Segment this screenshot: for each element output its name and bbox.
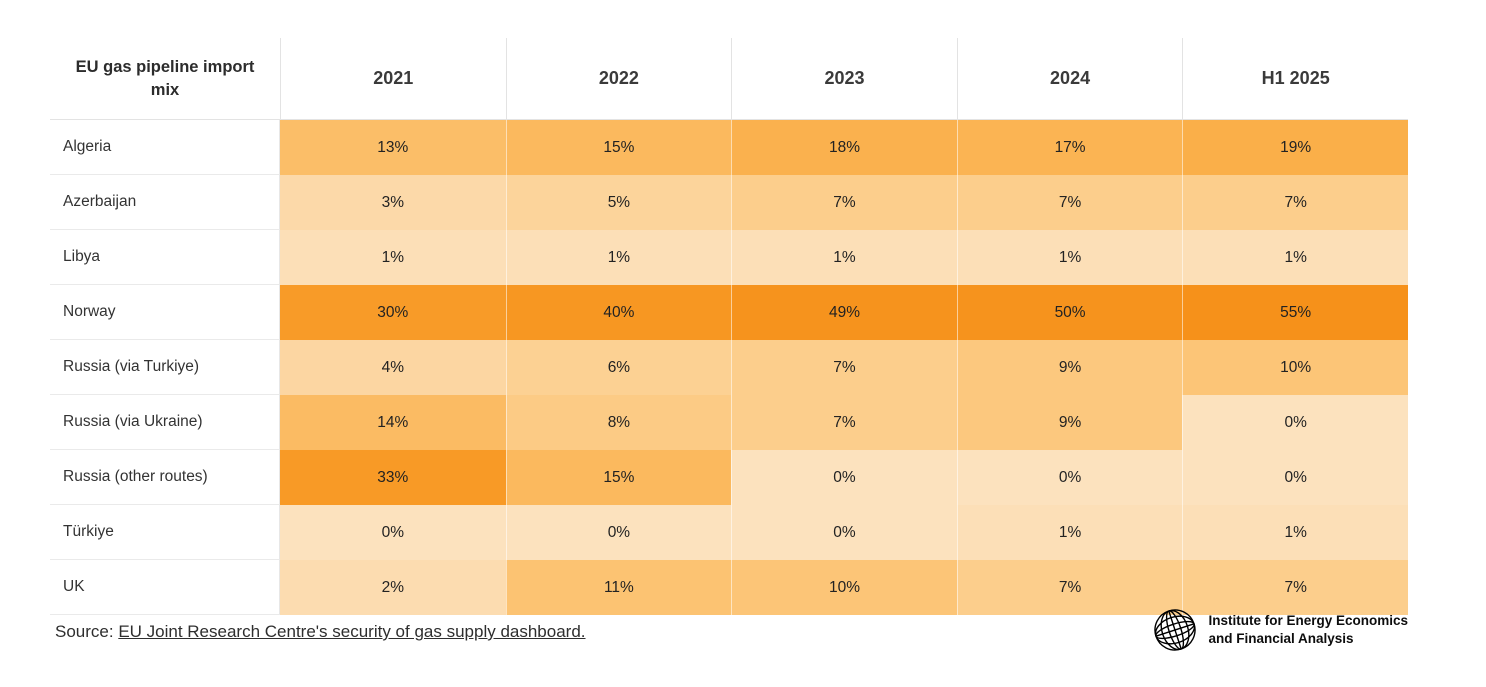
import-mix-table-wrap: EU gas pipeline import mix 2021 2022 2023 20… bbox=[50, 38, 1408, 615]
globe-icon bbox=[1154, 609, 1197, 651]
table-row: Libya 1% 1% 1% 1% 1% bbox=[50, 230, 1408, 285]
source-link[interactable]: EU Joint Research Centre's security of g… bbox=[118, 622, 586, 641]
heatmap-cell: 11% bbox=[505, 560, 732, 615]
column-header-2024: 2024 bbox=[956, 38, 1183, 120]
import-mix-table: EU gas pipeline import mix 2021 2022 2023 20… bbox=[50, 38, 1408, 615]
heatmap-cell: 9% bbox=[956, 340, 1183, 395]
heatmap-cell: 14% bbox=[280, 395, 506, 450]
table-row: Russia (via Ukraine) 14% 8% 7% 9% 0% bbox=[50, 395, 1408, 450]
heatmap-cell: 10% bbox=[731, 560, 957, 615]
logo-text-line2: and Financial Analysis bbox=[1208, 631, 1354, 646]
heatmap-cell: 1% bbox=[1182, 505, 1408, 560]
heatmap-cell: 0% bbox=[731, 450, 957, 505]
heatmap-cell: 1% bbox=[956, 230, 1183, 285]
heatmap-cell: 1% bbox=[280, 230, 506, 285]
heatmap-cell: 5% bbox=[505, 175, 732, 230]
table-row: Norway 30% 40% 49% 50% 55% bbox=[50, 285, 1408, 340]
heatmap-cell: 50% bbox=[956, 285, 1183, 340]
heatmap-cell: 9% bbox=[956, 395, 1183, 450]
heatmap-cell: 0% bbox=[731, 505, 957, 560]
heatmap-cell: 7% bbox=[956, 175, 1183, 230]
heatmap-cell: 18% bbox=[731, 120, 957, 175]
row-label: Russia (via Turkiye) bbox=[50, 340, 280, 395]
row-label: UK bbox=[50, 560, 280, 615]
column-header-2021: 2021 bbox=[280, 38, 506, 120]
row-label: Russia (via Ukraine) bbox=[50, 395, 280, 450]
heatmap-cell: 0% bbox=[280, 505, 506, 560]
table-row: Azerbaijan 3% 5% 7% 7% 7% bbox=[50, 175, 1408, 230]
heatmap-cell: 1% bbox=[505, 230, 732, 285]
heatmap-cell: 6% bbox=[505, 340, 732, 395]
heatmap-cell: 15% bbox=[505, 120, 732, 175]
logo-text: Institute for Energy Economics and Finan… bbox=[1208, 612, 1408, 647]
table-row: Russia (other routes) 33% 15% 0% 0% 0% bbox=[50, 450, 1408, 505]
heatmap-cell: 7% bbox=[731, 340, 957, 395]
table-row: Türkiye 0% 0% 0% 1% 1% bbox=[50, 505, 1408, 560]
heatmap-cell: 7% bbox=[731, 175, 957, 230]
table-row: UK 2% 11% 10% 7% 7% bbox=[50, 560, 1408, 615]
source-label: Source: bbox=[55, 622, 119, 641]
heatmap-cell: 3% bbox=[280, 175, 506, 230]
heatmap-cell: 8% bbox=[505, 395, 732, 450]
corner-cell: EU gas pipeline import mix bbox=[50, 38, 280, 120]
heatmap-cell: 55% bbox=[1182, 285, 1408, 340]
row-label: Libya bbox=[50, 230, 280, 285]
heatmap-cell: 0% bbox=[1182, 450, 1408, 505]
heatmap-cell: 10% bbox=[1182, 340, 1408, 395]
source-line: Source: EU Joint Research Centre's secur… bbox=[55, 622, 586, 642]
heatmap-cell: 13% bbox=[280, 120, 506, 175]
heatmap-cell: 0% bbox=[956, 450, 1183, 505]
column-header-2023: 2023 bbox=[731, 38, 957, 120]
table-row: Russia (via Turkiye) 4% 6% 7% 9% 10% bbox=[50, 340, 1408, 395]
heatmap-cell: 33% bbox=[280, 450, 506, 505]
row-label: Russia (other routes) bbox=[50, 450, 280, 505]
heatmap-cell: 19% bbox=[1182, 120, 1408, 175]
heatmap-cell: 0% bbox=[1182, 395, 1408, 450]
heatmap-cell: 17% bbox=[956, 120, 1183, 175]
heatmap-cell: 40% bbox=[505, 285, 732, 340]
heatmap-cell: 4% bbox=[280, 340, 506, 395]
table-row: Algeria 13% 15% 18% 17% 19% bbox=[50, 120, 1408, 175]
row-label: Azerbaijan bbox=[50, 175, 280, 230]
row-label: Algeria bbox=[50, 120, 280, 175]
column-header-2022: 2022 bbox=[505, 38, 732, 120]
row-label: Türkiye bbox=[50, 505, 280, 560]
row-label: Norway bbox=[50, 285, 280, 340]
heatmap-cell: 15% bbox=[505, 450, 732, 505]
heatmap-cell: 2% bbox=[280, 560, 506, 615]
heatmap-cell: 7% bbox=[731, 395, 957, 450]
heatmap-cell: 1% bbox=[956, 505, 1183, 560]
column-header-h1-2025: H1 2025 bbox=[1182, 38, 1408, 120]
logo-text-line1: Institute for Energy Economics bbox=[1208, 613, 1408, 629]
ieefa-logo: Institute for Energy Economics and Finan… bbox=[1151, 606, 1408, 654]
heatmap-cell: 7% bbox=[956, 560, 1183, 615]
heatmap-cell: 7% bbox=[1182, 175, 1408, 230]
heatmap-cell: 1% bbox=[1182, 230, 1408, 285]
heatmap-cell: 0% bbox=[505, 505, 732, 560]
heatmap-cell: 49% bbox=[731, 285, 957, 340]
heatmap-cell: 7% bbox=[1182, 560, 1408, 615]
heatmap-cell: 1% bbox=[731, 230, 957, 285]
heatmap-cell: 30% bbox=[280, 285, 506, 340]
